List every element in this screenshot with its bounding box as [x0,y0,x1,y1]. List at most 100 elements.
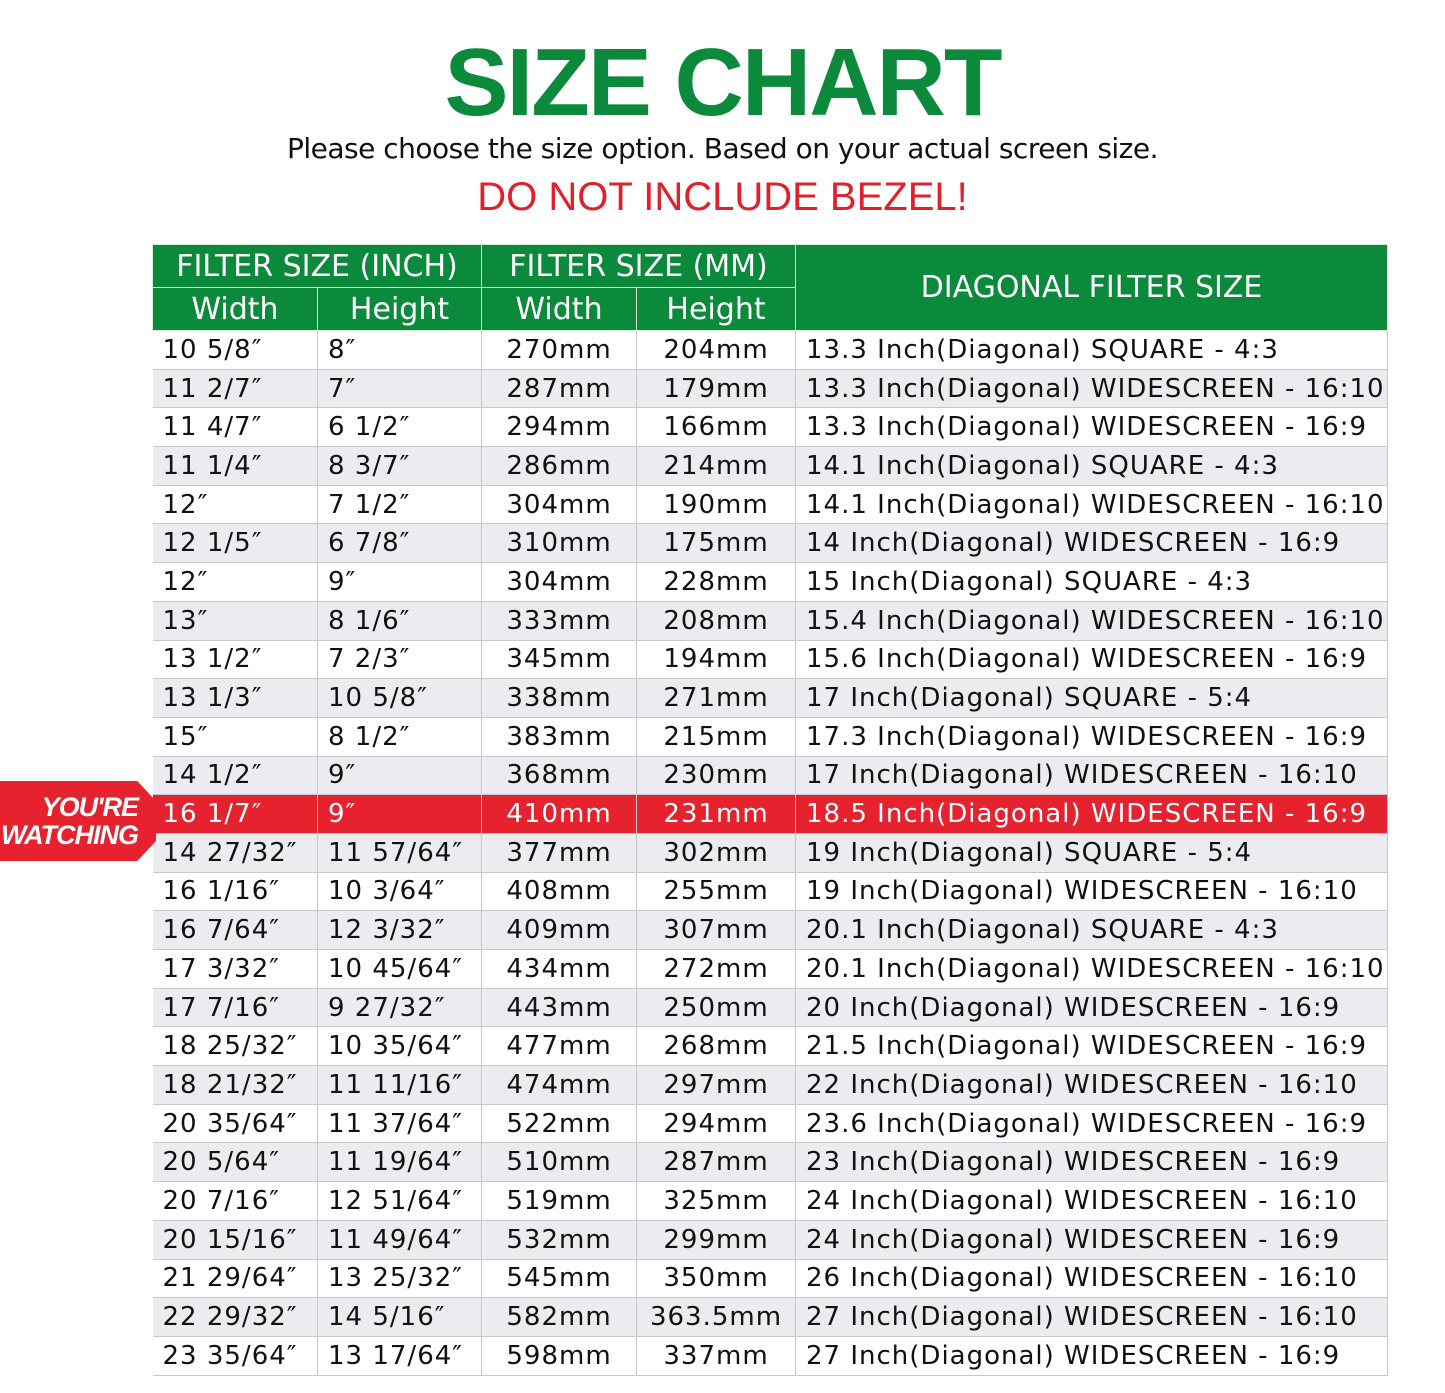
cell-inch-width: 17 3/32″ [152,949,318,989]
cell-inch-width: 18 25/32″ [152,1026,318,1067]
header-mm-width: Width [481,287,638,331]
cell-inch-height: 8″ [317,330,483,370]
cell-inch-width: 20 35/64″ [152,1104,318,1144]
table-row: 18 21/32″ 11 11/16″ 474mm 297mm 22 Inch(Diag… [152,1065,1388,1105]
cell-mm-height: 230mm [636,756,797,796]
cell-mm-width: 409mm [481,910,638,950]
cell-mm-width: 408mm [481,872,638,912]
cell-inch-height: 9″ [317,794,483,834]
cell-mm-width: 286mm [481,446,638,486]
cell-inch-width: 11 4/7″ [152,407,318,448]
cell-inch-height: 11 37/64″ [317,1104,483,1144]
cell-mm-width: 545mm [481,1259,638,1299]
cell-diagonal: 21.5 Inch(Diagonal) WIDESCREEN - 16:9 [795,1026,1388,1067]
cell-mm-height: 190mm [636,485,797,525]
cell-inch-width: 21 29/64″ [152,1259,318,1299]
cell-inch-height: 10 3/64″ [317,872,483,912]
cell-mm-width: 304mm [481,562,638,602]
cell-inch-width: 14 27/32″ [152,833,318,873]
cell-mm-width: 598mm [481,1336,638,1376]
cell-mm-width: 333mm [481,601,638,641]
table-row: 22 29/32″ 14 5/16″ 582mm 363.5mm 27 Inch(Dia… [152,1297,1388,1337]
cell-mm-height: 166mm [636,407,797,448]
header-inch-height: Height [316,287,483,331]
cell-mm-width: 368mm [481,756,638,796]
table-row: 13″ 8 1/6″ 333mm 208mm 15.4 Inch(Diagonal) W… [152,601,1388,641]
table-row: 10 5/8″ 8″ 270mm 204mm 13.3 Inch(Diagonal) S… [152,330,1388,370]
cell-diagonal: 24 Inch(Diagonal) WIDESCREEN - 16:10 [795,1181,1388,1221]
cell-inch-height: 10 35/64″ [317,1026,483,1067]
page-title: SIZE CHART [444,29,1003,136]
cell-inch-height: 7″ [317,369,483,409]
cell-diagonal: 18.5 Inch(Diagonal) WIDESCREEN - 16:9 [795,794,1388,834]
cell-mm-height: 287mm [636,1142,797,1183]
cell-mm-width: 443mm [481,988,638,1028]
cell-inch-height: 13 25/32″ [317,1259,483,1299]
cell-mm-height: 325mm [636,1181,797,1221]
cell-inch-width: 20 7/16″ [152,1181,318,1221]
table-row: 11 1/4″ 8 3/7″ 286mm 214mm 14.1 Inch(Diagona… [152,446,1388,486]
cell-diagonal: 15 Inch(Diagonal) SQUARE - 4:3 [795,562,1388,602]
table-row: 23 35/64″ 13 17/64″ 598mm 337mm 27 Inch(Diag… [152,1336,1388,1376]
cell-inch-width: 20 15/16″ [152,1220,318,1260]
cell-diagonal: 13.3 Inch(Diagonal) SQUARE - 4:3 [795,330,1388,370]
table-row: 16 1/16″ 10 3/64″ 408mm 255mm 19 Inch(Diagon… [152,872,1388,912]
header-diagonal: DIAGONAL FILTER SIZE [795,244,1388,331]
cell-inch-height: 9 27/32″ [317,988,483,1028]
table-row: 20 15/16″ 11 49/64″ 532mm 299mm 24 Inch(Diag… [152,1220,1388,1260]
cell-inch-height: 7 1/2″ [317,485,483,525]
cell-mm-height: 231mm [636,794,797,834]
cell-diagonal: 23 Inch(Diagonal) WIDESCREEN - 16:9 [795,1142,1388,1183]
cell-mm-width: 522mm [481,1104,638,1144]
table-row: 20 5/64″ 11 19/64″ 510mm 287mm 23 Inch(Diago… [152,1142,1388,1183]
table-row: 15″ 8 1/2″ 383mm 215mm 17.3 Inch(Diagonal) W… [152,717,1388,757]
cell-inch-width: 16 1/7″ [152,794,318,834]
cell-inch-height: 6 7/8″ [317,523,483,564]
cell-inch-width: 12″ [152,485,318,525]
table-row: 12″ 7 1/2″ 304mm 190mm 14.1 Inch(Diagonal) W… [152,485,1388,525]
cell-mm-width: 383mm [481,717,638,757]
cell-mm-height: 297mm [636,1065,797,1105]
table-row: 14 27/32″ 11 57/64″ 377mm 302mm 19 Inch(Diag… [152,833,1388,873]
header-mm-group: FILTER SIZE (MM) [481,244,797,288]
cell-mm-height: 337mm [636,1336,797,1376]
cell-inch-width: 12 1/5″ [152,523,318,564]
table-row: 12″ 9″ 304mm 228mm 15 Inch(Diagonal) SQUARE … [152,562,1388,602]
cell-mm-height: 194mm [636,640,797,680]
cell-inch-width: 17 7/16″ [152,988,318,1028]
cell-mm-height: 215mm [636,717,797,757]
table-row: 17 3/32″ 10 45/64″ 434mm 272mm 20.1 Inch(Dia… [152,949,1388,989]
table-row: 16 7/64″ 12 3/32″ 409mm 307mm 20.1 Inch(Diag… [152,910,1388,950]
cell-diagonal: 17.3 Inch(Diagonal) WIDESCREEN - 16:9 [795,717,1388,757]
cell-inch-height: 10 45/64″ [317,949,483,989]
cell-inch-height: 14 5/16″ [317,1297,483,1337]
cell-diagonal: 15.6 Inch(Diagonal) WIDESCREEN - 16:9 [795,640,1388,680]
cell-mm-width: 377mm [481,833,638,873]
cell-mm-width: 338mm [481,678,638,718]
cell-inch-height: 9″ [317,756,483,796]
cell-diagonal: 23.6 Inch(Diagonal) WIDESCREEN - 16:9 [795,1104,1388,1144]
cell-diagonal: 27 Inch(Diagonal) WIDESCREEN - 16:10 [795,1297,1388,1337]
cell-mm-width: 287mm [481,369,638,409]
cell-inch-height: 11 57/64″ [317,833,483,873]
cell-mm-width: 304mm [481,485,638,525]
cell-diagonal: 14 Inch(Diagonal) WIDESCREEN - 16:9 [795,523,1388,564]
cell-inch-width: 15″ [152,717,318,757]
cell-diagonal: 13.3 Inch(Diagonal) WIDESCREEN - 16:10 [795,369,1388,409]
cell-inch-height: 8 3/7″ [317,446,483,486]
cell-mm-height: 179mm [636,369,797,409]
cell-mm-height: 268mm [636,1026,797,1067]
cell-diagonal: 19 Inch(Diagonal) SQUARE - 5:4 [795,833,1388,873]
cell-mm-height: 302mm [636,833,797,873]
cell-inch-width: 18 21/32″ [152,1065,318,1105]
cell-inch-height: 13 17/64″ [317,1336,483,1376]
cell-mm-height: 363.5mm [636,1297,797,1337]
cell-diagonal: 14.1 Inch(Diagonal) SQUARE - 4:3 [795,446,1388,486]
cell-mm-width: 519mm [481,1181,638,1221]
cell-diagonal: 26 Inch(Diagonal) WIDESCREEN - 16:10 [795,1259,1388,1299]
cell-inch-width: 14 1/2″ [152,756,318,796]
cell-inch-width: 13 1/3″ [152,678,318,718]
table-row: 12 1/5″ 6 7/8″ 310mm 175mm 14 Inch(Diagonal)… [152,523,1388,564]
cell-mm-height: 204mm [636,330,797,370]
cell-mm-width: 474mm [481,1065,638,1105]
